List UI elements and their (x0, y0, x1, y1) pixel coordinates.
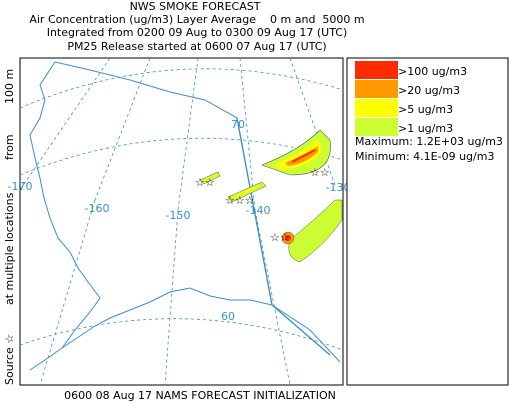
side-locations: at multiple locations (3, 192, 16, 305)
legend-swatch (355, 118, 398, 136)
footer: 0600 08 Aug 17 NAMS FORECAST INITIALIZAT… (64, 389, 336, 402)
legend-minimum: Minimum: 4.1E-09 ug/m3 (355, 150, 494, 163)
legend-swatch (355, 61, 398, 79)
graticule (19, 137, 344, 176)
lon-label: -140 (246, 204, 271, 217)
graticule (19, 57, 336, 386)
svg-text:☆☆☆: ☆☆☆ (225, 194, 255, 207)
subtitle: Air Concentration (ug/m3) Layer Average … (29, 13, 364, 26)
lon-label: -170 (8, 180, 33, 193)
integration: Integrated from 0200 09 Aug to 0300 09 A… (47, 26, 348, 39)
legend-maximum: Maximum: 1.2E+03 ug/m3 (355, 135, 503, 148)
graticule (19, 318, 344, 351)
legend-label: >100 ug/m3 (398, 65, 467, 78)
border (236, 117, 331, 356)
lat-label: 60 (221, 310, 235, 323)
svg-text:☆☆: ☆☆ (195, 176, 215, 189)
map: ☆☆☆☆☆ ☆☆☆☆ -170 -160 -150 -140 -130 70 6… (8, 57, 351, 386)
coastline (29, 61, 341, 371)
release: PM25 Release started at 0600 07 Aug 17 (… (67, 40, 326, 53)
map-frame (19, 57, 344, 386)
legend: >100 ug/m3 >20 ug/m3 >5 ug/m3 >1 ug/m3 (355, 61, 467, 136)
svg-text:☆☆: ☆☆ (310, 166, 330, 179)
legend-label: >20 ug/m3 (398, 84, 460, 97)
plumes: ☆☆☆☆☆ ☆☆☆☆ (195, 129, 343, 263)
legend-swatch (355, 80, 398, 98)
lon-label: -160 (85, 202, 110, 215)
lon-label: -130 (326, 181, 351, 194)
title: NWS SMOKE FORECAST (130, 0, 261, 13)
side-height: 100 m (3, 69, 16, 104)
side-from: from (3, 134, 16, 160)
svg-text:☆☆: ☆☆ (270, 231, 290, 244)
lat-label: 70 (231, 118, 245, 131)
graticule (19, 68, 344, 109)
legend-label: >5 ug/m3 (398, 103, 453, 116)
side-source: Source ☆ (3, 334, 16, 385)
lon-label: -150 (166, 209, 191, 222)
legend-label: >1 ug/m3 (398, 122, 453, 135)
legend-swatch (355, 99, 398, 117)
